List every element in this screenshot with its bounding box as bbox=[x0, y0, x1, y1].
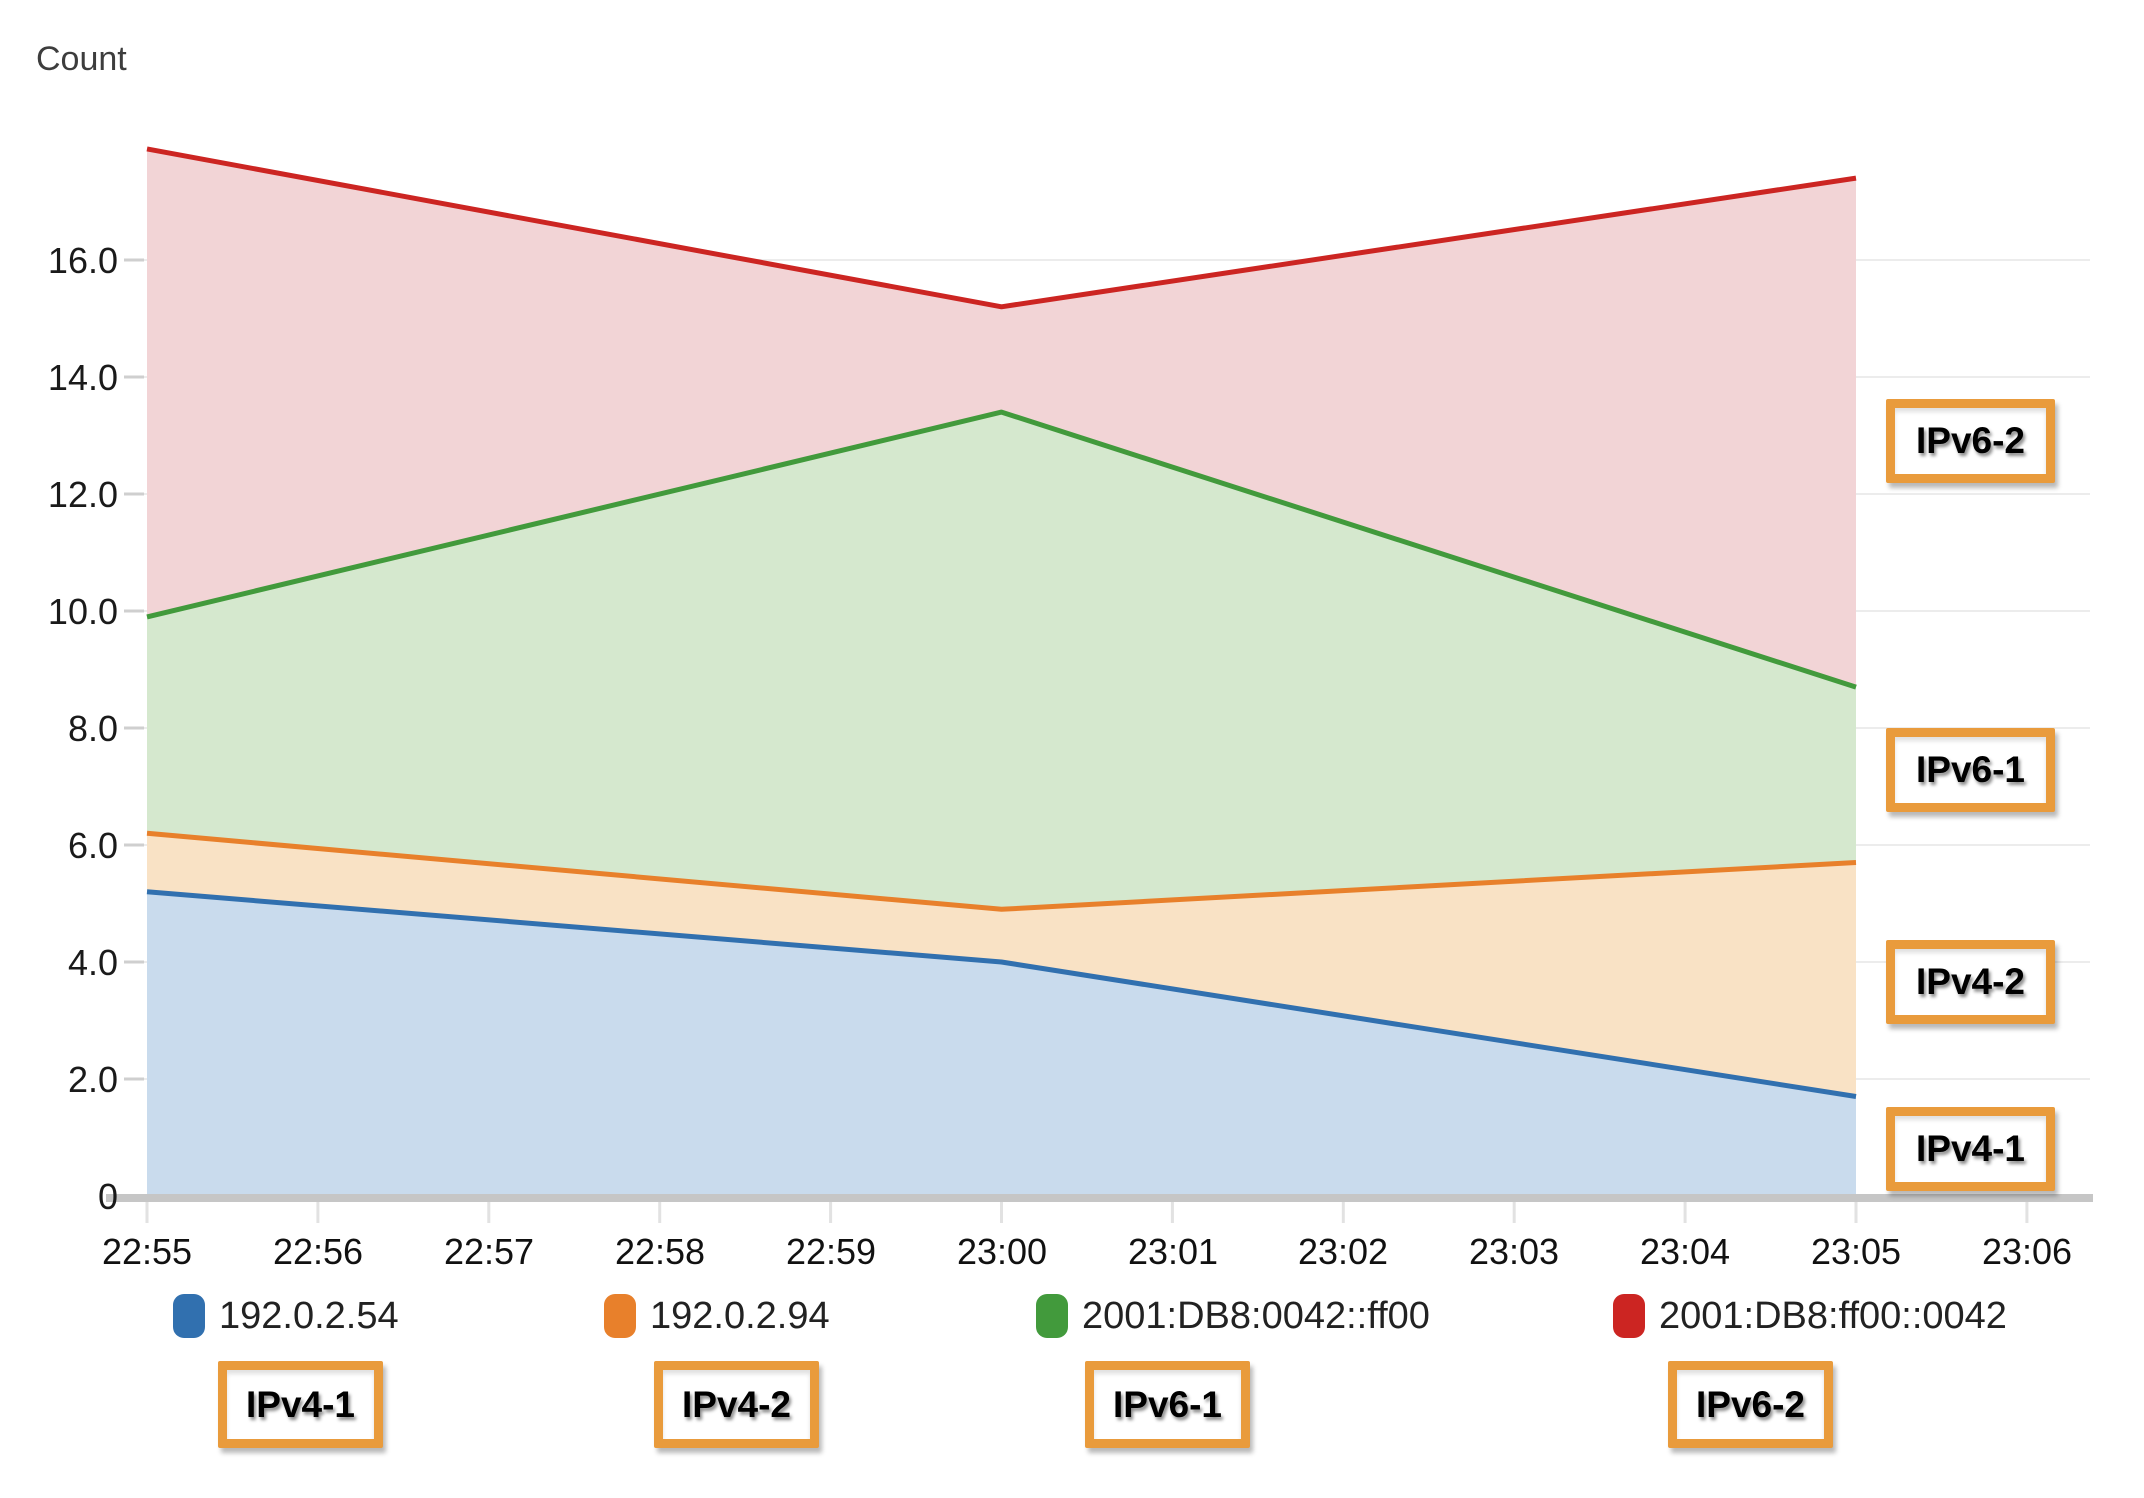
x-tick-label: 22:55 bbox=[101, 1231, 193, 1272]
legend-label: 192.0.2.94 bbox=[650, 1294, 830, 1337]
y-tick-label: 14.0 bbox=[47, 357, 118, 398]
y-tick-label: 6.0 bbox=[67, 825, 118, 866]
x-tick-label: 22:58 bbox=[614, 1231, 706, 1272]
annotation-box-ipv6-1: IPv6-1 bbox=[1886, 728, 2055, 812]
annotation-box-ipv6-2: IPv6-2 bbox=[1886, 399, 2055, 483]
legend-item-ipv4-2[interactable]: 192.0.2.94 bbox=[604, 1294, 830, 1338]
legend-item-ipv6-1[interactable]: 2001:DB8:0042::ff00 bbox=[1036, 1294, 1430, 1338]
legend-swatch-green bbox=[1036, 1294, 1068, 1338]
y-tick-label: 8.0 bbox=[67, 708, 118, 749]
y-tick-label: 16.0 bbox=[47, 240, 118, 281]
annotation-box-ipv4-2: IPv4-2 bbox=[1886, 940, 2055, 1024]
legend-label: 192.0.2.54 bbox=[219, 1294, 399, 1337]
y-tick-label: 12.0 bbox=[47, 474, 118, 515]
annotation-box-ipv4-2-bottom: IPv4-2 bbox=[654, 1361, 819, 1448]
annotation-box-ipv4-1-bottom: IPv4-1 bbox=[218, 1361, 383, 1448]
annotation-box-ipv6-2-bottom: IPv6-2 bbox=[1668, 1361, 1833, 1448]
y-tick-label: 4.0 bbox=[67, 942, 118, 983]
x-tick-label: 23:00 bbox=[956, 1231, 1048, 1272]
x-tick-label: 23:06 bbox=[1981, 1231, 2073, 1272]
annotation-box-ipv4-1: IPv4-1 bbox=[1886, 1107, 2055, 1191]
legend-label: 2001:DB8:ff00::0042 bbox=[1659, 1294, 2007, 1337]
x-tick-label: 23:04 bbox=[1639, 1231, 1731, 1272]
legend-item-ipv4-1[interactable]: 192.0.2.54 bbox=[173, 1294, 399, 1338]
x-tick-label: 22:59 bbox=[785, 1231, 877, 1272]
legend-item-ipv6-2[interactable]: 2001:DB8:ff00::0042 bbox=[1613, 1294, 2007, 1338]
y-tick-label: 10.0 bbox=[47, 591, 118, 632]
x-tick-label: 23:05 bbox=[1810, 1231, 1902, 1272]
x-tick-label: 22:57 bbox=[443, 1231, 535, 1272]
y-tick-label: 2.0 bbox=[67, 1059, 118, 1100]
legend-label: 2001:DB8:0042::ff00 bbox=[1082, 1294, 1430, 1337]
legend-swatch-blue bbox=[173, 1294, 205, 1338]
x-tick-label: 23:02 bbox=[1297, 1231, 1389, 1272]
legend-swatch-orange bbox=[604, 1294, 636, 1338]
x-tick-label: 23:03 bbox=[1468, 1231, 1560, 1272]
x-tick-label: 23:01 bbox=[1127, 1231, 1219, 1272]
y-axis-title: Count bbox=[36, 40, 127, 78]
x-tick-label: 22:56 bbox=[272, 1231, 364, 1272]
annotation-box-ipv6-1-bottom: IPv6-1 bbox=[1085, 1361, 1250, 1448]
y-tick-label: 0 bbox=[97, 1176, 118, 1217]
legend-swatch-red bbox=[1613, 1294, 1645, 1338]
